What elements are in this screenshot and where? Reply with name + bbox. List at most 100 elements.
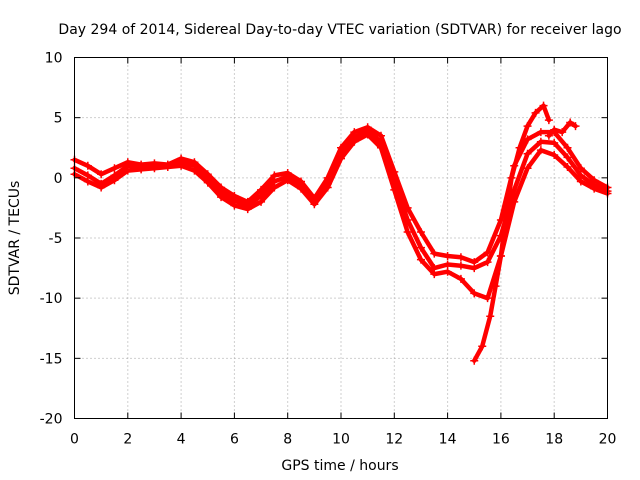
data-point [443,252,452,261]
data-point [558,128,567,137]
data-point [539,101,548,110]
x-tick-label: 12 [385,432,403,448]
data-point [430,249,439,258]
data-point [443,260,452,269]
series-track-c [70,130,612,303]
y-tick-label: -20 [40,412,63,428]
data-point [163,163,172,172]
data-point [443,267,452,276]
x-tick-label: 2 [123,432,132,448]
data-point [217,193,226,202]
data-point [544,116,553,125]
data-point [456,261,465,270]
data-point [456,274,465,283]
data-point [297,184,306,193]
data-point [190,166,199,175]
data-point [123,166,132,175]
y-axis-label: SDTVAR / TECUs [7,181,23,296]
data-point [83,177,92,186]
data-point [416,243,425,252]
x-tick-label: 8 [283,432,292,448]
data-point [376,143,385,152]
y-tick-label: -10 [40,291,63,307]
x-tick-label: 14 [439,432,457,448]
data-point [337,154,345,163]
data-point [590,184,599,193]
data-point [416,227,425,236]
data-point [523,164,532,173]
data-point [403,227,412,236]
data-point [523,122,532,131]
data-point [97,170,106,179]
data-point [177,161,186,170]
data-point [456,253,465,262]
data-point [515,143,524,152]
data-point [137,165,146,174]
data-point [536,146,545,155]
series-track-d [470,101,553,365]
data-point [576,177,585,186]
data-point [110,176,119,185]
data-point [243,205,252,214]
data-point [536,128,545,137]
data-point [350,137,359,146]
data-point [283,176,292,185]
data-point [566,118,575,127]
data-point [230,201,239,210]
data-point [507,173,516,182]
y-tick-label: -5 [49,231,63,247]
x-tick-label: 10 [332,432,350,448]
x-axis-tick-labels: 0 2 4 6 8 10 12 14 16 18 20 [70,432,616,448]
data-point [416,255,425,264]
data-point [430,270,439,279]
data-point [550,138,559,147]
series-track-a [70,123,612,267]
data-point [363,130,372,139]
x-axis-label: GPS time / hours [281,458,398,474]
data-point [544,131,553,140]
data-point [310,200,319,209]
data-point [150,164,159,173]
data-point [478,342,487,351]
data-point [496,252,505,261]
x-tick-label: 20 [599,432,617,448]
grid [74,57,608,419]
data-point [563,163,572,172]
data-point [470,289,479,298]
y-tick-label: 0 [54,171,63,187]
data-point [83,161,92,170]
data-point [470,356,479,365]
data-point [571,122,580,131]
data-point [550,125,559,134]
data-point [563,153,572,162]
data-point [486,312,495,321]
y-tick-label: 5 [54,111,63,127]
axis-ticks [74,57,608,419]
data-point [502,209,511,218]
data-point [323,183,332,192]
data-point [203,178,212,187]
y-axis-tick-labels: -20 -15 -10 -5 0 5 10 [40,51,63,428]
data-point [390,185,399,194]
data-point [510,197,519,206]
data-point [257,197,266,206]
x-tick-label: 18 [545,432,563,448]
data-point [110,164,119,173]
data-point [563,143,572,152]
x-tick-label: 4 [177,432,186,448]
data-point [523,149,532,158]
series-line [472,103,552,363]
x-tick-label: 6 [230,432,239,448]
plot-area [70,101,612,365]
x-tick-label: 16 [492,432,510,448]
chart-title: Day 294 of 2014, Sidereal Day-to-day VTE… [58,22,621,38]
data-point [270,183,279,192]
data-point [470,264,479,273]
data-point [536,137,545,146]
data-point [531,108,540,117]
data-point [483,294,492,303]
data-point [550,150,559,159]
y-tick-label: -15 [40,351,63,367]
series-track-e [544,118,580,140]
